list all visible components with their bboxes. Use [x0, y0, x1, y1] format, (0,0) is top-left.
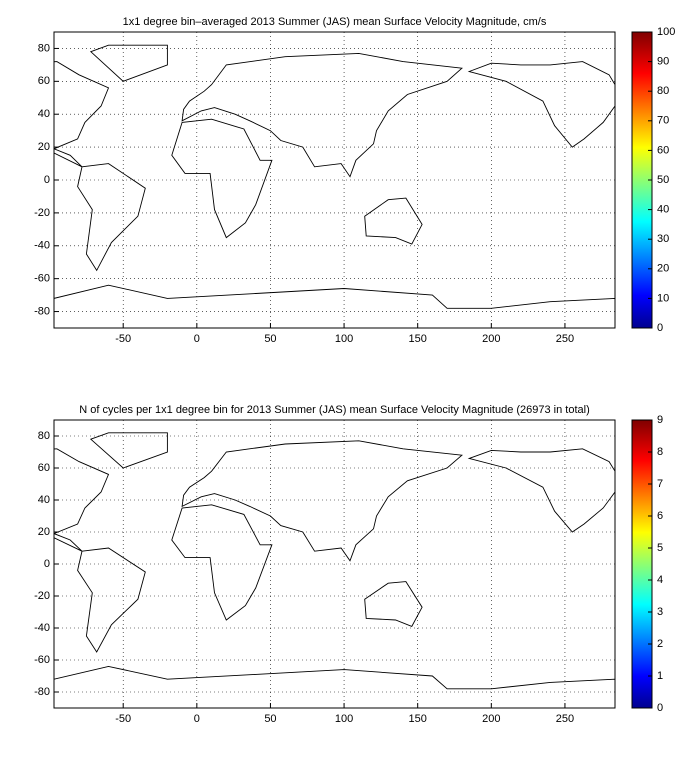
coastline: [467, 61, 615, 148]
colorbar-tick-label: 4: [657, 574, 663, 586]
y-tick-label: -60: [34, 654, 50, 666]
y-tick-label: 60: [38, 75, 50, 87]
axes-frame: [53, 419, 616, 709]
x-tick-label: 200: [482, 713, 500, 725]
coastline: [181, 52, 463, 178]
colorbar-tick-label: 10: [657, 292, 669, 304]
map-area: [54, 420, 615, 708]
x-tick-label: 250: [556, 713, 574, 725]
axes-frame: [53, 31, 616, 329]
x-tick-label: 100: [335, 333, 353, 345]
coastline: [54, 284, 615, 328]
coastline: [77, 547, 146, 653]
x-tick-label: 250: [556, 333, 574, 345]
y-tick-label: 0: [44, 558, 50, 570]
coastline: [364, 197, 423, 245]
map-panel: N of cycles per 1x1 degree bin for 2013 …: [34, 404, 663, 725]
x-tick-label: -50: [115, 713, 131, 725]
colorbar-tick-label: 90: [657, 56, 669, 68]
x-tick-label: 150: [409, 333, 427, 345]
colorbar-tick-label: 6: [657, 510, 663, 522]
colorbar-tick-label: 100: [657, 26, 675, 38]
map-area: [54, 32, 615, 328]
colorbar-tick-label: 30: [657, 233, 669, 245]
colorbar-tick-label: 20: [657, 263, 669, 275]
coastline: [467, 448, 615, 533]
y-tick-label: -80: [34, 305, 50, 317]
x-tick-label: 0: [194, 333, 200, 345]
colorbar-tick-label: 70: [657, 115, 669, 127]
colorbar-tick-label: 7: [657, 478, 663, 490]
colorbar-tick-label: 3: [657, 606, 663, 618]
coastline: [89, 432, 168, 469]
coastline: [171, 504, 273, 621]
y-tick-label: 40: [38, 494, 50, 506]
x-tick-label: 100: [335, 713, 353, 725]
x-tick-label: -50: [115, 333, 131, 345]
colorbar-tick-label: 2: [657, 638, 663, 650]
y-tick-label: -20: [34, 207, 50, 219]
coastline: [181, 440, 463, 562]
y-tick-label: 80: [38, 430, 50, 442]
y-tick-label: -60: [34, 273, 50, 285]
y-tick-label: -40: [34, 622, 50, 634]
coastline: [54, 448, 110, 552]
chart-title: 1x1 degree bin–averaged 2013 Summer (JAS…: [123, 16, 547, 28]
colorbar-tick-label: 80: [657, 85, 669, 97]
coastline: [54, 665, 615, 708]
colorbar-tick-label: 8: [657, 446, 663, 458]
colorbar-tick-label: 0: [657, 322, 663, 334]
colorbar-tick-label: 1: [657, 670, 663, 682]
y-tick-label: 80: [38, 42, 50, 54]
y-tick-label: 40: [38, 108, 50, 120]
coastline: [54, 61, 110, 168]
coastline: [89, 44, 168, 82]
colorbar-tick-label: 60: [657, 144, 669, 156]
map-panel: 1x1 degree bin–averaged 2013 Summer (JAS…: [34, 16, 675, 345]
colorbar-tick-label: 9: [657, 414, 663, 426]
x-tick-label: 200: [482, 333, 500, 345]
x-tick-label: 50: [264, 713, 276, 725]
colorbar-tick-label: 5: [657, 542, 663, 554]
y-tick-label: 20: [38, 141, 50, 153]
coastline: [77, 163, 146, 272]
x-tick-label: 0: [194, 713, 200, 725]
coastline: [364, 581, 423, 627]
chart-title: N of cycles per 1x1 degree bin for 2013 …: [79, 404, 590, 416]
colorbar-tick-label: 50: [657, 174, 669, 186]
y-tick-label: -40: [34, 240, 50, 252]
y-tick-label: 20: [38, 526, 50, 538]
y-tick-label: 60: [38, 462, 50, 474]
y-tick-label: -80: [34, 686, 50, 698]
x-tick-label: 50: [264, 333, 276, 345]
colorbar: [631, 419, 653, 709]
x-tick-label: 150: [409, 713, 427, 725]
colorbar-tick-label: 0: [657, 702, 663, 714]
y-tick-label: 0: [44, 174, 50, 186]
y-tick-label: -20: [34, 590, 50, 602]
colorbar-tick-label: 40: [657, 204, 669, 216]
